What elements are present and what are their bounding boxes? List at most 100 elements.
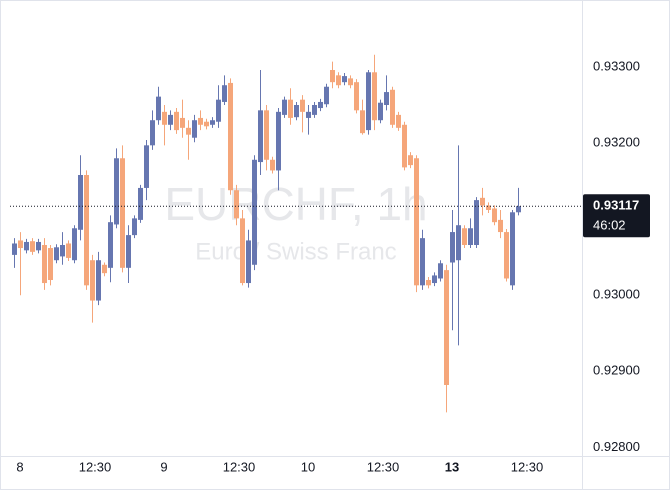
candle-body: [24, 241, 29, 251]
y-tick-label: 0.93200: [593, 134, 640, 149]
candle-body: [420, 238, 425, 286]
y-tick-label: 0.93000: [593, 287, 640, 302]
candle-body: [372, 72, 377, 121]
candle-body: [336, 75, 341, 86]
candle-body: [498, 219, 503, 233]
candle-body: [426, 280, 431, 286]
watermark-description: Euro / Swiss Franc: [195, 238, 396, 265]
candle-body: [156, 96, 161, 121]
candle-body: [246, 240, 251, 284]
x-tick-label: 12:30: [367, 459, 400, 474]
candle-body: [84, 175, 89, 286]
candle-body: [354, 82, 359, 111]
candle-body: [318, 101, 323, 109]
candle-body: [108, 222, 113, 268]
last-price-box: [583, 194, 650, 238]
candle-body: [300, 99, 305, 112]
last-price-label: 0.93117: [593, 198, 639, 213]
candle-body: [78, 175, 83, 230]
candle-body: [234, 190, 239, 219]
candle-body: [48, 248, 53, 280]
candle-body: [408, 155, 413, 166]
candle-body: [192, 120, 197, 138]
candle-body: [444, 270, 449, 385]
candle-body: [138, 187, 143, 220]
candle-body: [510, 212, 515, 286]
candle-body: [216, 99, 221, 122]
candle-body: [450, 232, 455, 263]
candle-body: [414, 158, 419, 286]
candle-body: [186, 127, 191, 135]
candle-body: [198, 117, 203, 125]
candle-body: [324, 86, 329, 105]
candle-body: [96, 260, 101, 301]
candle-body: [162, 111, 167, 125]
candle-body: [486, 205, 491, 210]
candle-body: [18, 240, 23, 249]
candle-body: [72, 228, 77, 261]
candle-body: [348, 78, 353, 86]
candle-body: [492, 208, 497, 223]
candle-body: [114, 158, 119, 225]
candle-body: [366, 72, 371, 131]
candle-body: [54, 247, 59, 261]
candle-body: [504, 232, 509, 279]
x-tick-label: 9: [160, 459, 167, 474]
candle-body: [90, 260, 95, 301]
candle-body: [360, 110, 365, 134]
x-tick-label: 13: [445, 459, 459, 474]
candle-body: [474, 200, 479, 245]
candle-body: [330, 70, 335, 83]
candle-body: [12, 243, 17, 255]
candle-body: [240, 218, 245, 284]
candle-body: [390, 89, 395, 125]
candle-body: [456, 225, 461, 261]
candle-body: [480, 197, 485, 206]
x-tick-label: 12:30: [79, 459, 112, 474]
candle-body: [432, 275, 437, 284]
candle-body: [468, 228, 473, 245]
candle-body: [42, 245, 47, 284]
candle-body: [222, 85, 227, 102]
candle-body: [66, 243, 71, 258]
candle-body: [258, 110, 263, 163]
candle-body: [384, 92, 389, 105]
candle-body: [276, 111, 281, 171]
candle-body: [252, 159, 257, 265]
candle-body: [144, 145, 149, 188]
candle-body: [396, 114, 401, 128]
candle-body: [288, 99, 293, 118]
candle-body: [228, 82, 233, 191]
y-tick-label: 0.92900: [593, 363, 640, 378]
candle-body: [294, 105, 299, 118]
candle-body: [282, 99, 287, 115]
candle-body: [378, 102, 383, 121]
candle-body: [30, 241, 35, 252]
candle-body: [306, 111, 311, 118]
candle-body: [516, 206, 521, 213]
candle-body: [312, 105, 317, 115]
candle-body: [462, 228, 467, 245]
candle-body: [342, 76, 347, 83]
candle-body: [132, 218, 137, 236]
candle-body: [120, 158, 125, 268]
candle-body: [270, 159, 275, 171]
candle-body: [126, 235, 131, 268]
x-tick-label: 12:30: [511, 459, 544, 474]
candle-body: [438, 263, 443, 279]
candle-body: [210, 120, 215, 125]
candle-body: [174, 111, 179, 131]
x-tick-label: 12:30: [223, 459, 256, 474]
candle-body: [402, 124, 407, 168]
countdown-label: 46:02: [593, 218, 626, 233]
watermark-symbol: EURCHF, 1h: [164, 178, 427, 230]
candle-body: [204, 121, 209, 127]
candle-body: [168, 114, 173, 125]
y-tick-label: 0.92800: [593, 439, 640, 454]
candle-body: [102, 264, 107, 274]
x-tick-label: 8: [16, 459, 23, 474]
y-tick-label: 0.93300: [593, 58, 640, 73]
candle-body: [36, 241, 41, 251]
